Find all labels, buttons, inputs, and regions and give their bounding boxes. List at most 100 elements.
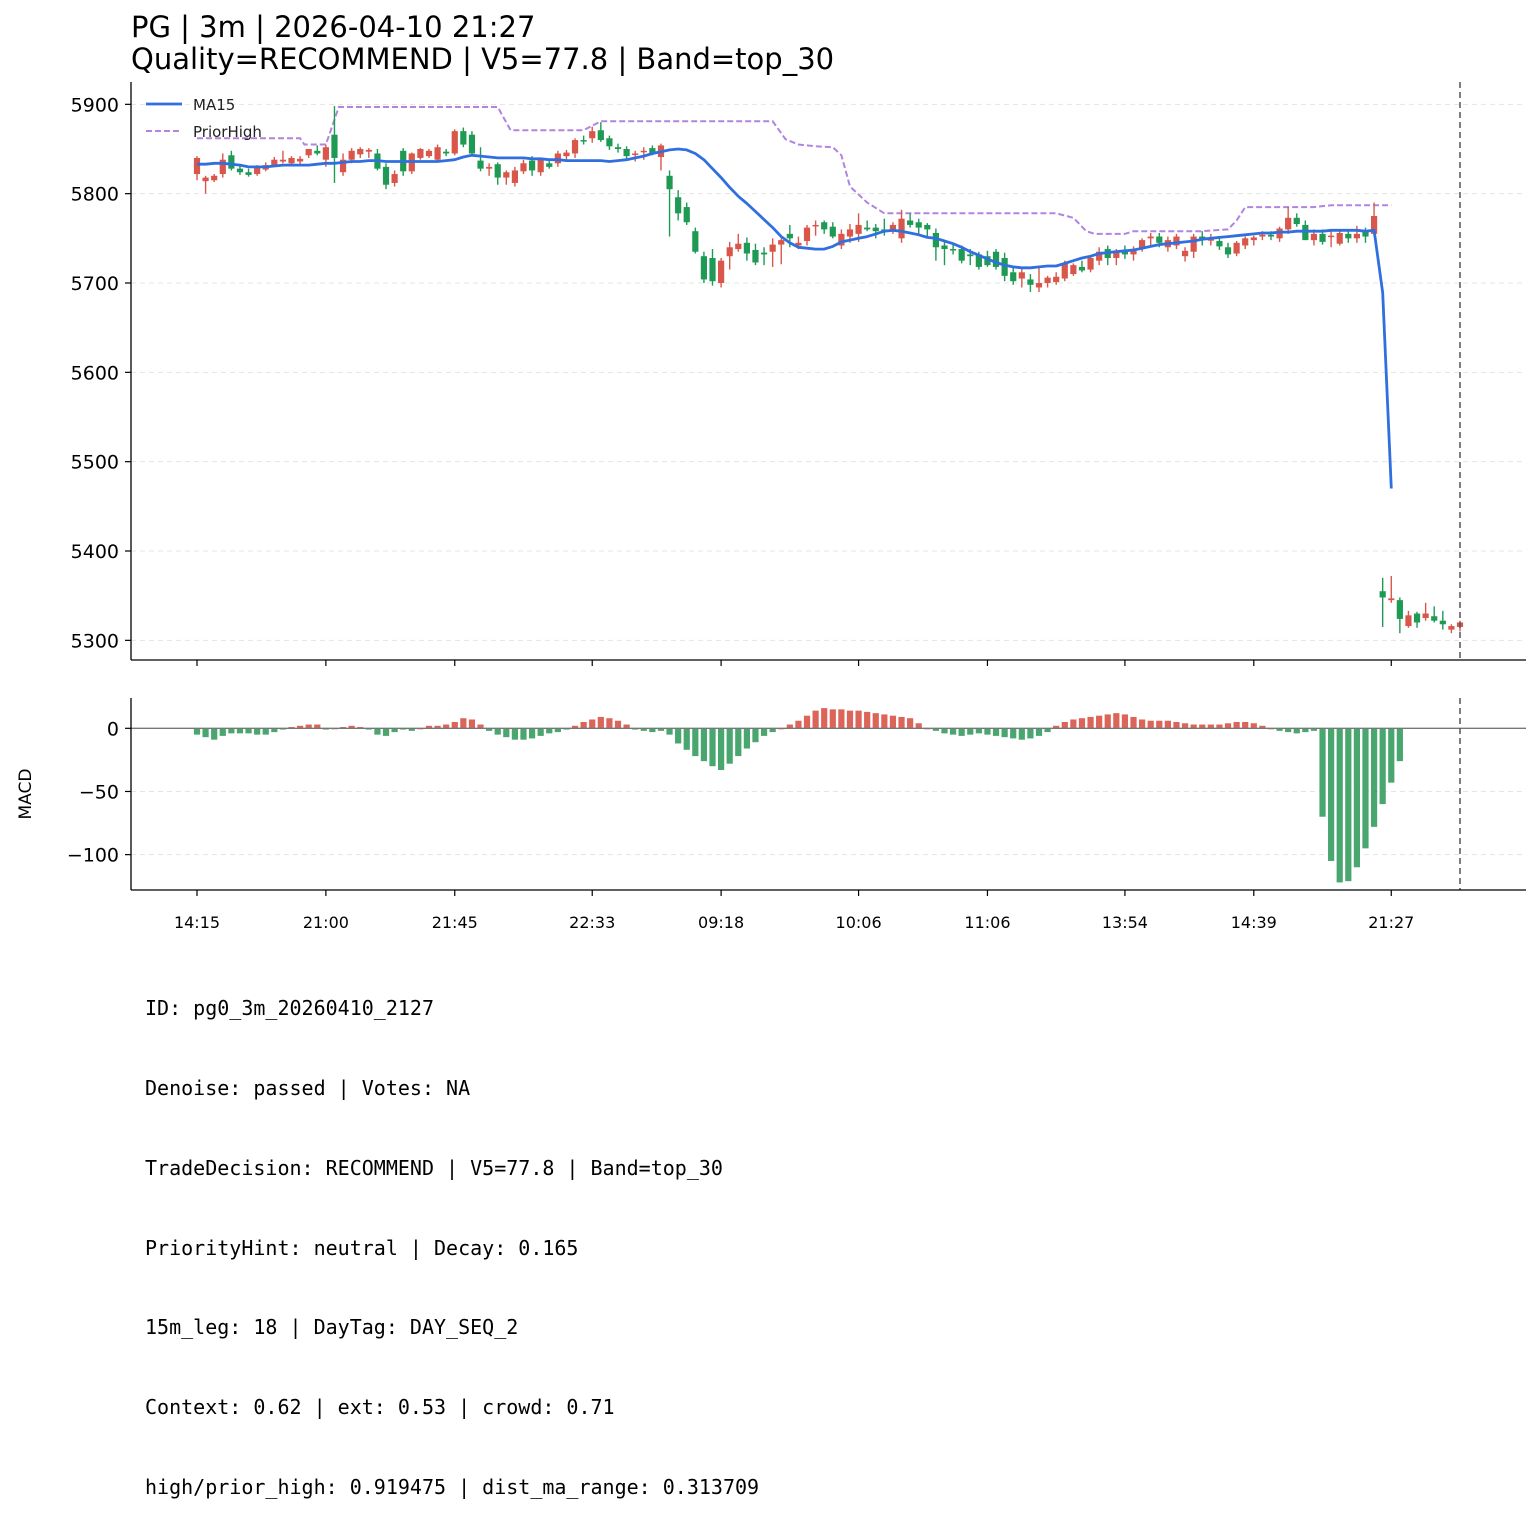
candle-body [1181, 250, 1189, 257]
macd-bar [915, 723, 922, 729]
candle [838, 229, 845, 250]
price-chart-svg: 5300 5400 5500 5600 5700 5800 5900 0 −50 −100 MACD… [16, 82, 1526, 932]
macd-y-tick-label: −100 [67, 845, 119, 867]
macd-bar [314, 724, 321, 729]
candle-body [1130, 250, 1137, 255]
macd-bar [211, 728, 218, 740]
candle-body [1259, 234, 1266, 237]
candle [1104, 245, 1111, 266]
candle-body [821, 222, 828, 230]
candle [1035, 266, 1043, 292]
candle-body [1310, 233, 1318, 241]
candle-body [1010, 272, 1017, 282]
candle-body [932, 232, 939, 248]
candle [821, 220, 828, 234]
candle-body [949, 249, 957, 251]
macd-bar [803, 715, 811, 729]
macd-bar [1087, 716, 1094, 729]
macd-bar [1044, 728, 1051, 733]
candle-body [726, 247, 733, 257]
candle [735, 233, 742, 252]
candle [907, 213, 914, 228]
macd-bar [1353, 728, 1360, 868]
candle-body [1370, 216, 1378, 234]
info-line-ratios: high/prior_high: 0.919475 | dist_ma_rang… [145, 1474, 760, 1499]
candle [1405, 610, 1412, 628]
candle-body [675, 197, 682, 214]
macd-bar [649, 728, 656, 733]
chart-title: PG | 3m | 2026-04-10 21:27 [131, 10, 536, 44]
candle [417, 148, 424, 160]
candle [1353, 225, 1360, 243]
candle-body [1379, 591, 1386, 598]
candle [580, 135, 587, 145]
macd-bar [1293, 728, 1300, 734]
candle-body [245, 172, 252, 175]
candle [228, 150, 235, 171]
candle-body [271, 159, 278, 166]
candle-body [1362, 231, 1369, 237]
candle [193, 156, 201, 181]
candle-body [494, 164, 501, 178]
candle [245, 168, 252, 177]
candle-body [769, 244, 776, 252]
candle [288, 156, 295, 166]
candle [357, 147, 364, 158]
candle [468, 131, 476, 157]
macd-bar [692, 728, 699, 757]
candle [829, 222, 836, 239]
candle [511, 166, 518, 187]
macd-bar [511, 728, 518, 740]
candle [391, 170, 398, 187]
candle [872, 224, 879, 239]
macd-bar [992, 728, 1000, 736]
x-tick-label: 21:45 [432, 913, 478, 932]
macd-bar [907, 718, 914, 729]
macd-bar [769, 728, 776, 733]
macd-bar [889, 715, 897, 729]
candle-body [984, 256, 991, 266]
candle-body [1413, 613, 1421, 623]
macd-bar [1035, 728, 1043, 736]
legend-ma15-label: MA15 [193, 96, 235, 114]
candle-body [1388, 598, 1395, 601]
candle [331, 106, 338, 183]
candle-body [632, 153, 639, 155]
candle [1388, 576, 1395, 603]
macd-bar [382, 728, 390, 736]
candle-body [503, 172, 510, 178]
macd-bar [571, 725, 579, 729]
candle [606, 135, 613, 150]
candle [1336, 229, 1343, 246]
candle [1216, 237, 1223, 250]
macd-bar [537, 728, 544, 736]
candle-body [1096, 251, 1103, 261]
macd-bar [1061, 722, 1068, 729]
macd-bar [1104, 714, 1111, 729]
info-line-priority-hint: PriorityHint: neutral | Decay: 0.165 [145, 1235, 579, 1260]
candle-body [1448, 626, 1455, 630]
macd-bar [1027, 728, 1034, 739]
macd-bar [1319, 728, 1326, 817]
y-tick-label: 5900 [71, 94, 119, 116]
candle-body [1439, 620, 1446, 625]
macd-bar [271, 728, 278, 733]
candle [675, 190, 682, 221]
macd-bar [1233, 722, 1240, 729]
candle-body [1087, 257, 1094, 270]
candle [365, 148, 372, 158]
candle-body [219, 159, 226, 175]
candle-body [348, 150, 355, 160]
candle-body [649, 148, 656, 154]
y-tick-label: 5700 [71, 273, 119, 295]
candle-body [864, 227, 871, 230]
candle-body [511, 170, 518, 183]
macd-bar [1379, 728, 1386, 805]
candle-body [829, 226, 836, 237]
candle-body [1053, 276, 1060, 283]
chart-subtitle: Quality=RECOMMEND | V5=77.8 | Band=top_3… [131, 42, 835, 76]
macd-bar [898, 716, 905, 729]
prior-high-line [197, 106, 1392, 235]
macd-bar [486, 728, 493, 731]
candle [211, 174, 218, 183]
